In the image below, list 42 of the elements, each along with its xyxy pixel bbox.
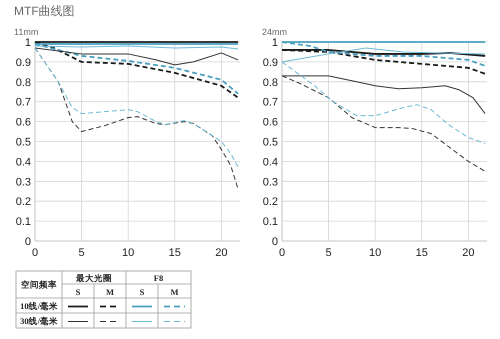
chart-title: MTF曲线图: [14, 4, 75, 18]
x-tick-label: 15: [416, 247, 428, 259]
text: 空间频率: [21, 280, 57, 290]
x-tick-label: 20: [462, 247, 474, 259]
y-tick-label: 0.4: [16, 156, 31, 168]
y-tick-label: 1: [272, 37, 278, 49]
y-tick-label: 1: [24, 37, 31, 49]
y-tick-label: 0.8: [16, 76, 31, 89]
y-tick-label: 0.2: [262, 196, 278, 208]
y-tick-label: 0.3: [262, 176, 278, 188]
x-tick-label: 15: [168, 247, 181, 259]
y-tick-label: 0.7: [262, 96, 278, 109]
y-tick-label: 0.9: [16, 56, 31, 69]
y-tick-label: 0: [24, 236, 31, 248]
x-tick-label: 20: [215, 247, 228, 259]
text: M: [106, 287, 114, 297]
y-tick-label: 0.6: [262, 116, 278, 129]
y-tick-label: 0.1: [16, 216, 31, 228]
text: M: [170, 287, 179, 297]
y-tick-label: 0.4: [262, 156, 278, 168]
y-tick-label: 0.2: [16, 196, 31, 208]
y-tick-label: 0.3: [16, 176, 31, 188]
x-tick-label: 10: [122, 247, 134, 259]
chart-subtitle: 11mm: [14, 27, 38, 37]
y-tick-label: 0.8: [262, 76, 278, 89]
text: S: [76, 287, 81, 297]
y-tick-label: 0.5: [262, 136, 278, 148]
chart-subtitle: 24mm: [262, 27, 288, 37]
text: F8: [154, 273, 164, 283]
x-tick-label: 5: [326, 247, 332, 259]
y-tick-label: 0.9: [262, 56, 278, 69]
y-tick-label: 0.5: [16, 136, 31, 148]
text: S: [140, 287, 145, 297]
x-tick-label: 5: [78, 247, 85, 259]
y-tick-label: 0.7: [16, 96, 31, 109]
y-tick-label: 0.6: [16, 116, 31, 129]
y-tick-label: 0: [272, 236, 278, 248]
text: 10线/毫米: [20, 301, 59, 311]
text: 30线/毫米: [20, 316, 59, 326]
y-tick-label: 0.1: [262, 216, 278, 228]
text: 最大光圈: [75, 273, 112, 283]
x-tick-label: 10: [369, 247, 382, 259]
